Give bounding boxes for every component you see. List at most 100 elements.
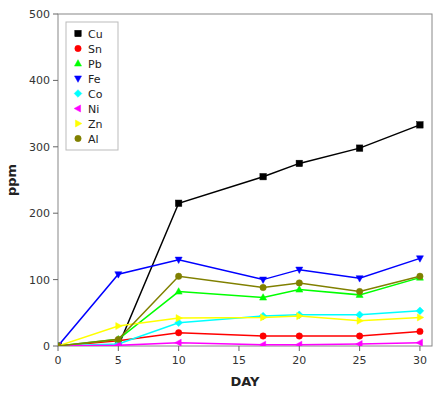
series-marker xyxy=(417,314,423,321)
series-marker xyxy=(416,307,424,315)
legend-label: Sn xyxy=(88,43,102,56)
y-tick-label: 0 xyxy=(43,340,50,353)
x-tick xyxy=(58,346,59,351)
series-marker xyxy=(175,273,181,279)
y-tick xyxy=(53,279,58,280)
legend-label: Cu xyxy=(88,28,103,41)
x-tick-label: 30 xyxy=(413,354,427,367)
y-tick-label: 400 xyxy=(29,74,50,87)
series-line xyxy=(58,125,420,346)
legend-label: Fe xyxy=(88,73,101,86)
plot-frame xyxy=(58,14,432,346)
series-marker xyxy=(260,284,266,290)
legend-label: Co xyxy=(88,88,103,101)
x-tick-label: 15 xyxy=(232,354,246,367)
legend-marker xyxy=(75,45,81,51)
y-tick xyxy=(53,346,58,347)
series-marker xyxy=(356,288,362,294)
series-marker xyxy=(416,339,422,346)
series-marker xyxy=(58,343,61,346)
series-marker xyxy=(58,342,61,346)
series-marker xyxy=(357,317,363,324)
series-marker xyxy=(296,280,302,286)
x-tick xyxy=(299,346,300,351)
series-marker xyxy=(58,342,62,346)
y-tick-label: 200 xyxy=(29,207,50,220)
y-tick xyxy=(53,213,58,214)
legend-label: Al xyxy=(88,133,99,146)
series-line xyxy=(58,343,420,346)
x-tick-label: 25 xyxy=(353,354,367,367)
series-marker xyxy=(115,336,121,342)
series-marker xyxy=(58,343,62,346)
series-marker xyxy=(296,267,303,273)
series-marker xyxy=(296,286,303,292)
y-tick-label: 300 xyxy=(29,141,50,154)
legend-marker xyxy=(75,135,81,141)
legend: Cu Sn Pb Fe Co Ni Zn Al xyxy=(66,22,118,150)
legend-marker xyxy=(74,60,81,66)
chart: 0510152025300100200300400500DAYppmCuSnPb… xyxy=(0,0,448,398)
y-tick xyxy=(53,14,58,15)
series-marker xyxy=(296,333,302,339)
series-marker xyxy=(417,328,423,334)
series-marker xyxy=(416,274,423,280)
x-tick-label: 5 xyxy=(115,354,122,367)
series-marker xyxy=(175,288,182,294)
legend-marker xyxy=(74,105,80,112)
series-marker xyxy=(356,145,362,151)
legend-marker xyxy=(74,76,81,82)
series-marker xyxy=(260,294,267,300)
series-marker xyxy=(297,313,303,320)
series-marker xyxy=(260,333,266,339)
legend-marker xyxy=(75,30,81,36)
series-marker xyxy=(356,333,362,339)
x-tick xyxy=(359,346,360,351)
x-tick-label: 20 xyxy=(292,354,306,367)
series-marker xyxy=(58,343,61,346)
x-tick xyxy=(419,346,420,351)
x-axis-label: DAY xyxy=(230,374,260,389)
y-tick xyxy=(53,80,58,81)
series-line xyxy=(58,276,420,346)
legend-marker xyxy=(74,90,82,98)
series-marker xyxy=(416,256,423,262)
series-marker xyxy=(356,276,363,282)
series-marker xyxy=(259,341,265,346)
legend-label: Zn xyxy=(88,118,103,131)
series-line xyxy=(58,316,420,346)
legend-label: Pb xyxy=(88,58,102,71)
y-tick-label: 100 xyxy=(29,274,50,287)
series-marker xyxy=(175,330,181,336)
legend-label: Ni xyxy=(88,103,99,116)
series-marker xyxy=(260,277,267,283)
series-marker xyxy=(58,342,62,346)
plot-area xyxy=(58,122,424,346)
series-marker xyxy=(417,273,423,279)
x-tick-label: 0 xyxy=(55,354,62,367)
series-marker xyxy=(261,314,267,321)
x-tick-label: 10 xyxy=(172,354,186,367)
series-marker xyxy=(175,257,182,263)
series-marker xyxy=(175,339,181,346)
y-tick-label: 500 xyxy=(29,8,50,21)
series-marker xyxy=(115,272,122,278)
series-line xyxy=(58,278,420,346)
series-marker xyxy=(260,173,266,179)
legend-marker xyxy=(75,120,81,127)
x-tick xyxy=(238,346,239,351)
series-marker xyxy=(175,200,181,206)
series-marker xyxy=(417,122,423,128)
series-marker xyxy=(296,160,302,166)
series-line xyxy=(58,258,420,346)
series-marker xyxy=(58,343,61,346)
series-marker xyxy=(295,341,301,346)
legend-box xyxy=(66,22,118,150)
x-tick xyxy=(118,346,119,351)
series-marker xyxy=(116,323,122,330)
series-marker xyxy=(356,340,362,346)
y-tick xyxy=(53,146,58,147)
series-marker xyxy=(176,315,182,322)
y-axis-label: ppm xyxy=(4,164,19,196)
x-tick xyxy=(178,346,179,351)
